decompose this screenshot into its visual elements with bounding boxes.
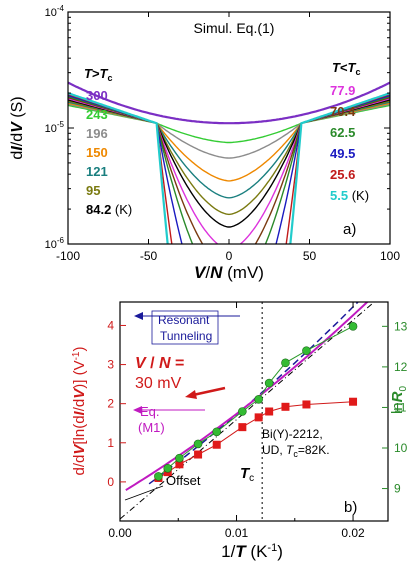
green-circle-point xyxy=(163,463,173,473)
legend-right-item: 25.6 xyxy=(330,167,355,182)
green-circle-point xyxy=(212,427,222,437)
legend-left-item: 95 xyxy=(86,183,100,198)
legend-left-item: 84.2 (K) xyxy=(86,202,132,217)
b-y-tick-label: 2 xyxy=(107,397,114,411)
red-series-line xyxy=(158,401,354,479)
panel-b-plot xyxy=(120,302,376,521)
sample-label: Bi(Y)-2212, xyxy=(262,427,323,441)
panel-a-label: a) xyxy=(343,221,356,238)
tunneling-label: Tunneling xyxy=(160,329,212,343)
resonant-label: Resonant xyxy=(158,313,210,327)
x-tick-label: -100 xyxy=(56,249,80,263)
eq-arrowhead xyxy=(133,406,142,414)
panel-b-ylabel: d/dV[ln(dI/dV)] (V-1) xyxy=(71,346,88,475)
vn-arrow-line xyxy=(192,386,226,397)
tc-label: Tc xyxy=(240,465,254,484)
b-x-tick-label: 0.02 xyxy=(341,526,365,540)
red-square-point xyxy=(265,407,274,416)
x-tick-label: -50 xyxy=(140,249,158,263)
resonant-arrowhead xyxy=(134,312,143,320)
green-circle-point xyxy=(238,407,247,416)
x-tick-label: 100 xyxy=(380,249,400,263)
panel-a-title: Simul. Eq.(1) xyxy=(194,20,275,36)
resonant-box xyxy=(151,310,219,345)
red-square-point xyxy=(302,400,311,409)
legend-right: 77.9 70.4 62.5 49.5 25.6 5.5 (K) xyxy=(330,83,369,203)
green-circle-point xyxy=(193,439,203,449)
sample-label-2: UD, Tc=82K. xyxy=(262,443,330,459)
legend-right-item: 5.5 (K) xyxy=(330,188,369,203)
b-x-tick-label: 0.00 xyxy=(108,526,132,540)
green-circle-point xyxy=(348,322,358,331)
b-y-tick-label: 3 xyxy=(107,358,114,372)
offset-line xyxy=(124,485,164,501)
y-tick-label: 10-4 xyxy=(45,4,65,19)
red-square-point xyxy=(175,460,184,469)
eq-ref: (M1) xyxy=(138,420,165,435)
x-tick-label: 0 xyxy=(226,249,233,263)
panel-a-xlabel: V/N (mV) xyxy=(194,263,264,282)
red-square-point xyxy=(349,397,358,406)
legend-left-item: 196 xyxy=(86,126,108,141)
x-tick-label: 50 xyxy=(303,249,317,263)
panel-b-frame xyxy=(119,301,389,522)
vn-label: V / N = xyxy=(135,355,184,372)
legend-right-item: 62.5 xyxy=(330,125,355,140)
legend-right-item: 49.5 xyxy=(330,146,355,161)
green-circle-point xyxy=(154,472,163,481)
vn-arrowhead xyxy=(185,390,197,399)
b-y-tick-label: 1 xyxy=(107,436,114,450)
legend-right-header: T<Tc xyxy=(332,60,361,77)
legend-left-header: T>Tc xyxy=(84,66,113,83)
legend-left-item: 150 xyxy=(86,145,108,160)
green-circle-point xyxy=(264,378,274,388)
eq-label: Eq. xyxy=(140,404,160,419)
curve-300 xyxy=(68,81,390,125)
legend-left-item: 121 xyxy=(86,164,108,179)
curve-5-5 xyxy=(68,92,390,244)
b-y2-tick-label: 12 xyxy=(394,360,408,374)
legend-right-item: 77.9 xyxy=(330,83,355,98)
b-y-tick-label: 4 xyxy=(107,318,114,332)
y-tick-label: 10-5 xyxy=(45,120,65,135)
b-y2-tick-label: 13 xyxy=(394,319,408,333)
red-square-point xyxy=(254,413,263,422)
legend-left-item: 300 xyxy=(86,88,108,103)
green-circle-point xyxy=(302,346,311,355)
b-y-tick-label: 0 xyxy=(107,475,114,489)
red-square-point xyxy=(194,450,203,459)
b-y2-tick-label: 9 xyxy=(394,482,401,496)
panel-b-xlabel: 1/T (K-1) xyxy=(221,542,283,561)
panel-b-y2label: lnR0 xyxy=(389,386,409,415)
legend-right-item: 70.4 xyxy=(330,104,356,119)
vn-value: 30 mV xyxy=(135,375,182,392)
b-x-tick-label: 0.01 xyxy=(225,526,249,540)
green-circle-point xyxy=(254,395,263,404)
b-y2-tick-label: 10 xyxy=(394,441,408,455)
legend-left-item: 243 xyxy=(86,107,108,122)
offset-label: Offset xyxy=(166,473,201,488)
panel-a-curves xyxy=(68,81,390,244)
red-square-point xyxy=(281,402,290,411)
red-square-point xyxy=(212,440,221,449)
panel-b-label: b) xyxy=(344,499,357,516)
green-circle-point xyxy=(175,453,184,463)
resonant-line xyxy=(148,302,360,485)
green-circle-point xyxy=(281,358,290,368)
legend-left: 300 243 196 150 121 95 84.2 (K) xyxy=(86,88,132,217)
red-square-point xyxy=(238,423,247,432)
b-y2-tick-label: 11 xyxy=(394,400,407,414)
panel-a-ylabel: dI/dV (S) xyxy=(9,96,26,159)
